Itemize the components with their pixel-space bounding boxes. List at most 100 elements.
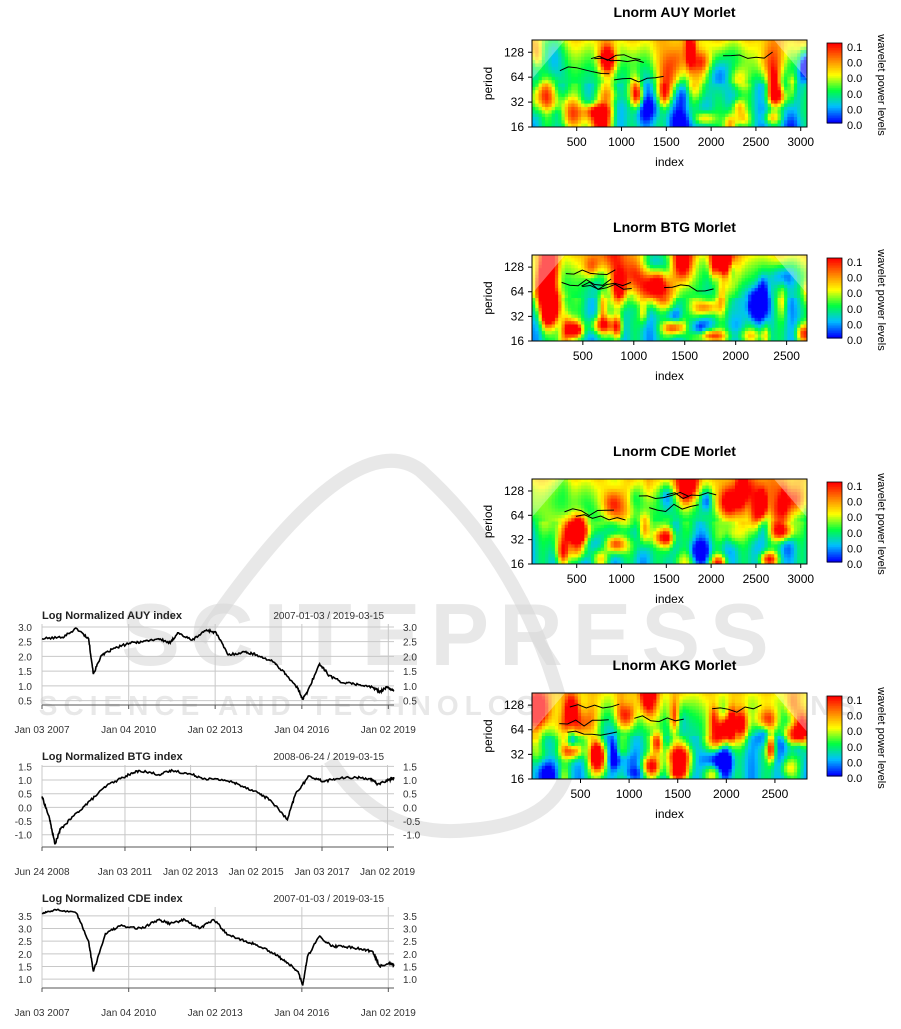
- power-cell: [708, 334, 713, 339]
- power-cell: [790, 40, 795, 44]
- power-cell: [554, 311, 559, 316]
- power-cell: [685, 53, 690, 58]
- power-cell: [623, 321, 628, 326]
- power-cell: [604, 255, 608, 259]
- power-cell: [558, 53, 563, 58]
- power-cell: [545, 96, 549, 101]
- power-cell: [774, 268, 779, 273]
- power-cell: [564, 103, 569, 108]
- power-cell: [698, 76, 703, 81]
- power-cell: [774, 294, 779, 299]
- power-cell: [666, 66, 671, 71]
- power-cell: [623, 327, 628, 332]
- power-cell: [774, 261, 779, 266]
- power-cell: [551, 528, 556, 532]
- power-cell: [721, 123, 726, 127]
- power-cell: [774, 83, 779, 88]
- power-cell: [640, 66, 644, 71]
- power-cell: [545, 298, 549, 302]
- power-cell: [659, 331, 664, 335]
- power-cell: [790, 86, 795, 91]
- power-cell: [800, 113, 805, 118]
- power-cell: [793, 80, 798, 85]
- power-cell: [617, 60, 621, 65]
- power-cell: [666, 80, 671, 85]
- power-cell: [535, 255, 540, 259]
- power-cell: [692, 123, 697, 127]
- power-cell: [554, 50, 559, 54]
- power-cell: [564, 281, 569, 286]
- power-cell: [761, 264, 766, 269]
- power-cell: [741, 271, 746, 276]
- power-cell: [728, 93, 733, 98]
- power-cell: [731, 311, 736, 316]
- power-cell: [662, 301, 667, 306]
- power-cell: [698, 123, 703, 127]
- power-cell: [666, 93, 671, 98]
- power-cell: [538, 524, 543, 529]
- power-cell: [790, 255, 795, 259]
- power-cell: [554, 544, 559, 549]
- power-cell: [754, 100, 759, 105]
- power-cell: [551, 327, 556, 332]
- power-cell: [630, 46, 635, 51]
- power-cell: [568, 331, 572, 335]
- power-cell: [594, 288, 599, 292]
- power-cell: [754, 93, 759, 98]
- power-cell: [748, 53, 752, 58]
- power-cell: [620, 284, 625, 289]
- power-cell: [692, 53, 697, 58]
- power-cell: [751, 288, 756, 292]
- power-cell: [721, 298, 726, 302]
- power-cell: [561, 301, 566, 306]
- power-cell: [780, 123, 785, 127]
- power-cell: [600, 110, 605, 115]
- power-cell: [597, 324, 602, 329]
- power-cell: [607, 337, 612, 341]
- power-cell: [702, 337, 707, 341]
- power-cell: [764, 96, 769, 101]
- power-cell: [800, 307, 805, 312]
- power-cell: [551, 492, 556, 496]
- power-cell: [695, 90, 700, 95]
- power-cell: [617, 304, 621, 309]
- power-cell: [590, 46, 595, 51]
- power-cell: [787, 106, 792, 111]
- power-cell: [564, 331, 569, 335]
- power-cell: [636, 76, 641, 81]
- power-cell: [594, 103, 599, 108]
- power-cell: [584, 284, 589, 289]
- power-cell: [741, 321, 746, 326]
- power-cell: [800, 70, 805, 75]
- power-cell: [751, 307, 756, 312]
- power-cell: [548, 541, 553, 545]
- power-cell: [793, 100, 798, 105]
- power-cell: [712, 93, 716, 98]
- power-cell: [659, 46, 664, 51]
- x-tick-label: 2500: [743, 135, 770, 149]
- power-cell: [584, 271, 589, 276]
- power-cell: [666, 288, 671, 292]
- legend-swatch: [827, 263, 842, 266]
- power-cell: [705, 271, 710, 276]
- power-cell: [558, 492, 563, 496]
- power-cell: [754, 271, 759, 276]
- power-cell: [689, 90, 694, 95]
- power-cell: [548, 537, 553, 542]
- power-cell: [541, 261, 546, 266]
- power-cell: [800, 298, 805, 302]
- power-cell: [584, 294, 589, 299]
- power-cell: [640, 271, 644, 276]
- power-cell: [548, 331, 553, 335]
- power-cell: [708, 100, 713, 105]
- power-cell: [685, 334, 690, 339]
- power-cell: [698, 255, 703, 259]
- power-cell: [662, 56, 667, 61]
- power-cell: [630, 284, 635, 289]
- power-cell: [617, 93, 621, 98]
- power-cell: [577, 331, 582, 335]
- power-cell: [558, 495, 563, 500]
- power-cell: [656, 321, 661, 326]
- legend-swatch: [827, 273, 842, 276]
- power-cell: [541, 96, 546, 101]
